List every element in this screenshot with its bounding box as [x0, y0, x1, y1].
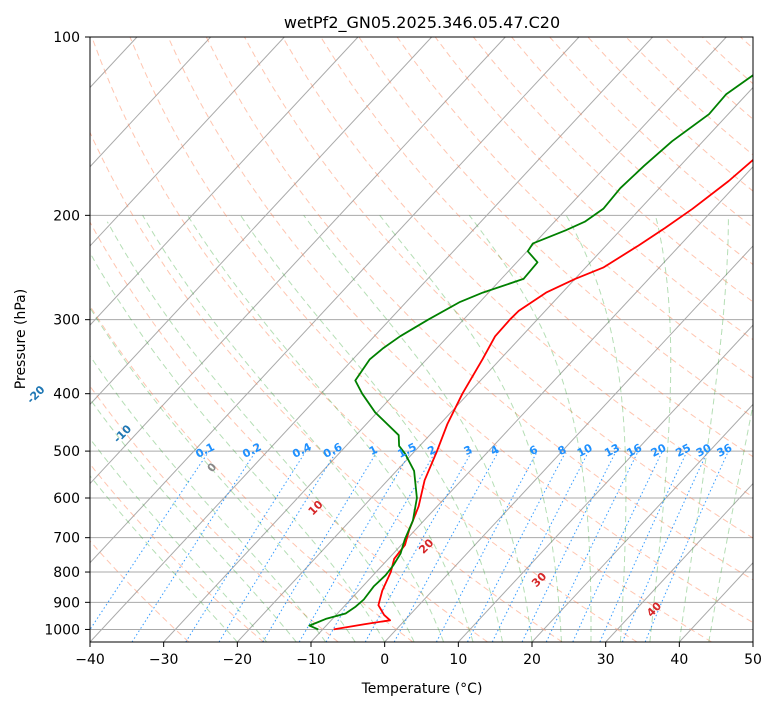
y-tick-label: 1000	[44, 622, 80, 638]
axes: −40 −30 −20 −10 0 10 20 30 40 50 100 200 300 400 500 60…	[44, 30, 762, 668]
moist-adiabat	[142, 215, 445, 642]
moist-adiabat	[187, 215, 474, 642]
dry-adiabat	[90, 131, 563, 642]
mixing-ratio-line	[491, 450, 590, 642]
y-tick-label: 100	[53, 30, 80, 46]
moist-adiabat	[90, 252, 386, 642]
dry-adiabat	[167, 37, 753, 624]
temperature-line	[333, 158, 753, 631]
mixing-ratio-line	[435, 450, 538, 642]
y-tick-label: 900	[53, 595, 80, 611]
plot-frame	[89, 36, 754, 643]
background-lines	[90, 37, 753, 642]
moist-adiabat	[90, 355, 327, 642]
isotherm-line	[384, 245, 753, 642]
mixing-ratio-label: 13	[602, 441, 622, 460]
isotherm-line	[605, 482, 753, 642]
mixing-ratio-line	[644, 450, 729, 642]
x-tick-label: −20	[223, 652, 253, 668]
x-tick-label: −30	[149, 652, 179, 668]
moist-adiabat	[708, 402, 753, 642]
x-axis-label: Temperature (°C)	[361, 681, 483, 697]
moist-adiabat	[379, 214, 562, 642]
isotherm-line	[90, 37, 212, 168]
y-tick-label: 200	[53, 208, 80, 224]
moist-adiabat	[90, 398, 297, 642]
mixing-ratio-line	[131, 450, 257, 642]
mixing-ratio-line	[218, 450, 338, 642]
x-tick-label: −10	[296, 652, 326, 668]
y-axis-label: Pressure (hPa)	[13, 289, 29, 389]
isotherm-line	[236, 86, 753, 642]
isotherm-line	[90, 37, 433, 406]
moist-adiabat	[649, 215, 672, 642]
mixing-ratio-label: 36	[715, 441, 735, 460]
mixing-ratio-line	[185, 450, 307, 642]
mixing-ratio-label: 30	[694, 441, 714, 460]
moist-adiabat	[90, 306, 356, 642]
mixing-ratio-label: 10	[575, 441, 595, 460]
moist-adiabat	[90, 437, 268, 642]
y-tick-label: 500	[53, 444, 80, 460]
dry-adiabat	[396, 37, 753, 379]
moist-adiabat	[106, 221, 415, 642]
isotherm-line	[90, 37, 580, 564]
dry-adiabat	[244, 37, 753, 539]
x-tick-label: 40	[670, 652, 688, 668]
isotherm-line	[90, 37, 359, 326]
isotherm-line	[90, 37, 506, 485]
dry-adiabat	[90, 463, 264, 642]
dewpoint-line	[308, 74, 753, 631]
dry-adiabat	[473, 37, 753, 303]
moist-adiabat	[240, 215, 503, 642]
isotherm-line	[163, 37, 727, 642]
y-tick-label: 400	[53, 387, 80, 403]
mixing-ratio-line	[393, 450, 500, 642]
chart-title: wetPf2_GN05.2025.346.05.47.C20	[284, 13, 560, 33]
mixing-ratio-label: 16	[624, 441, 644, 460]
dry-adiabat	[129, 37, 712, 642]
dry-adiabat	[205, 37, 753, 581]
isotherm-line	[90, 37, 285, 247]
isotherm-line	[457, 324, 753, 642]
x-tick-label: 20	[523, 652, 541, 668]
y-tick-label: 600	[53, 491, 80, 507]
y-tick-label: 700	[53, 531, 80, 547]
x-tick-label: 0	[380, 652, 389, 668]
mixing-ratio-line	[90, 450, 210, 631]
y-tick-label: 800	[53, 565, 80, 581]
isotherm-line	[90, 37, 654, 642]
mixing-ratio-line	[621, 450, 709, 642]
x-tick-label: 10	[449, 652, 467, 668]
dry-adiabat	[90, 221, 488, 642]
x-tick-label: −40	[75, 652, 105, 668]
y-tick-label: 300	[53, 313, 80, 329]
x-tick-label: 30	[597, 652, 615, 668]
mixing-ratio-line	[521, 450, 617, 642]
mixing-ratio-label: 25	[673, 441, 693, 460]
mixing-ratio-line	[364, 450, 473, 642]
moist-adiabat	[678, 215, 729, 642]
dry-adiabat	[282, 37, 753, 498]
x-tick-label: 50	[744, 652, 762, 668]
mixing-ratio-label: 20	[649, 441, 669, 460]
dry-adiabat	[90, 540, 190, 642]
moist-adiabat	[90, 475, 238, 642]
moist-adiabat	[565, 215, 627, 642]
profile-series	[308, 74, 753, 631]
isotherm-line	[531, 403, 753, 642]
dry-adiabat	[434, 37, 753, 341]
